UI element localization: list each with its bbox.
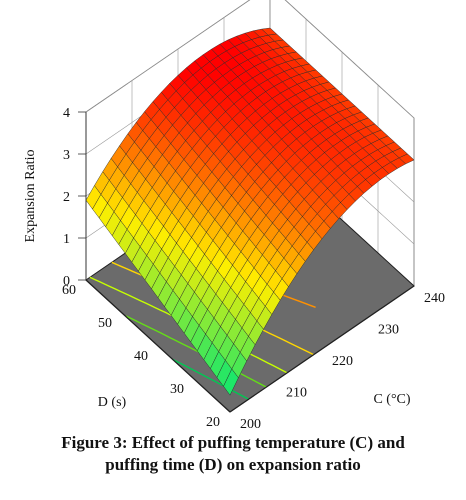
z-tick-label: 4	[63, 106, 70, 121]
d-axis-line	[85, 279, 231, 413]
wall-gridline-z	[85, 0, 415, 119]
response-surface	[85, 27, 415, 396]
c-tick-label: 240	[424, 291, 445, 306]
caption-line-1: Figure 3: Effect of puffing temperature …	[61, 433, 405, 452]
c-tick-label: 220	[332, 354, 353, 369]
z-tick-label: 2	[63, 190, 70, 205]
c-tick-label: 200	[240, 417, 261, 430]
figure-caption: Figure 3: Effect of puffing temperature …	[0, 432, 466, 476]
c-tick-label: 210	[286, 386, 307, 401]
z-tick-label: 3	[63, 148, 70, 163]
caption-line-2: puffing time (D) on expansion ratio	[105, 455, 361, 474]
d-axis-title: D (s)	[98, 395, 127, 410]
c-tick-label: 230	[378, 323, 399, 338]
c-axis-title: C (°C)	[373, 392, 410, 407]
contour-line	[125, 315, 267, 388]
surface-plot: 0 1 2 3 4 200 210 220 230 240 20 30 40 50 60 Expansion …	[23, 0, 445, 430]
d-tick-label: 50	[98, 316, 112, 331]
d-tick-label: 20	[206, 415, 220, 430]
axis-frame	[78, 111, 415, 413]
surface-cell	[223, 368, 239, 396]
axis-labels: 0 1 2 3 4 200 210 220 230 240 20 30 40 50 60 Expansion …	[23, 106, 445, 430]
z-tick-label: 0	[63, 274, 70, 289]
contour-line	[172, 358, 249, 400]
c-axis-line	[229, 285, 415, 413]
z-axis-title: Expansion Ratio	[23, 150, 38, 243]
d-tick-label: 60	[62, 283, 76, 298]
d-tick-label: 30	[170, 382, 184, 397]
z-tick-label: 1	[63, 232, 70, 247]
d-tick-label: 40	[134, 349, 148, 364]
